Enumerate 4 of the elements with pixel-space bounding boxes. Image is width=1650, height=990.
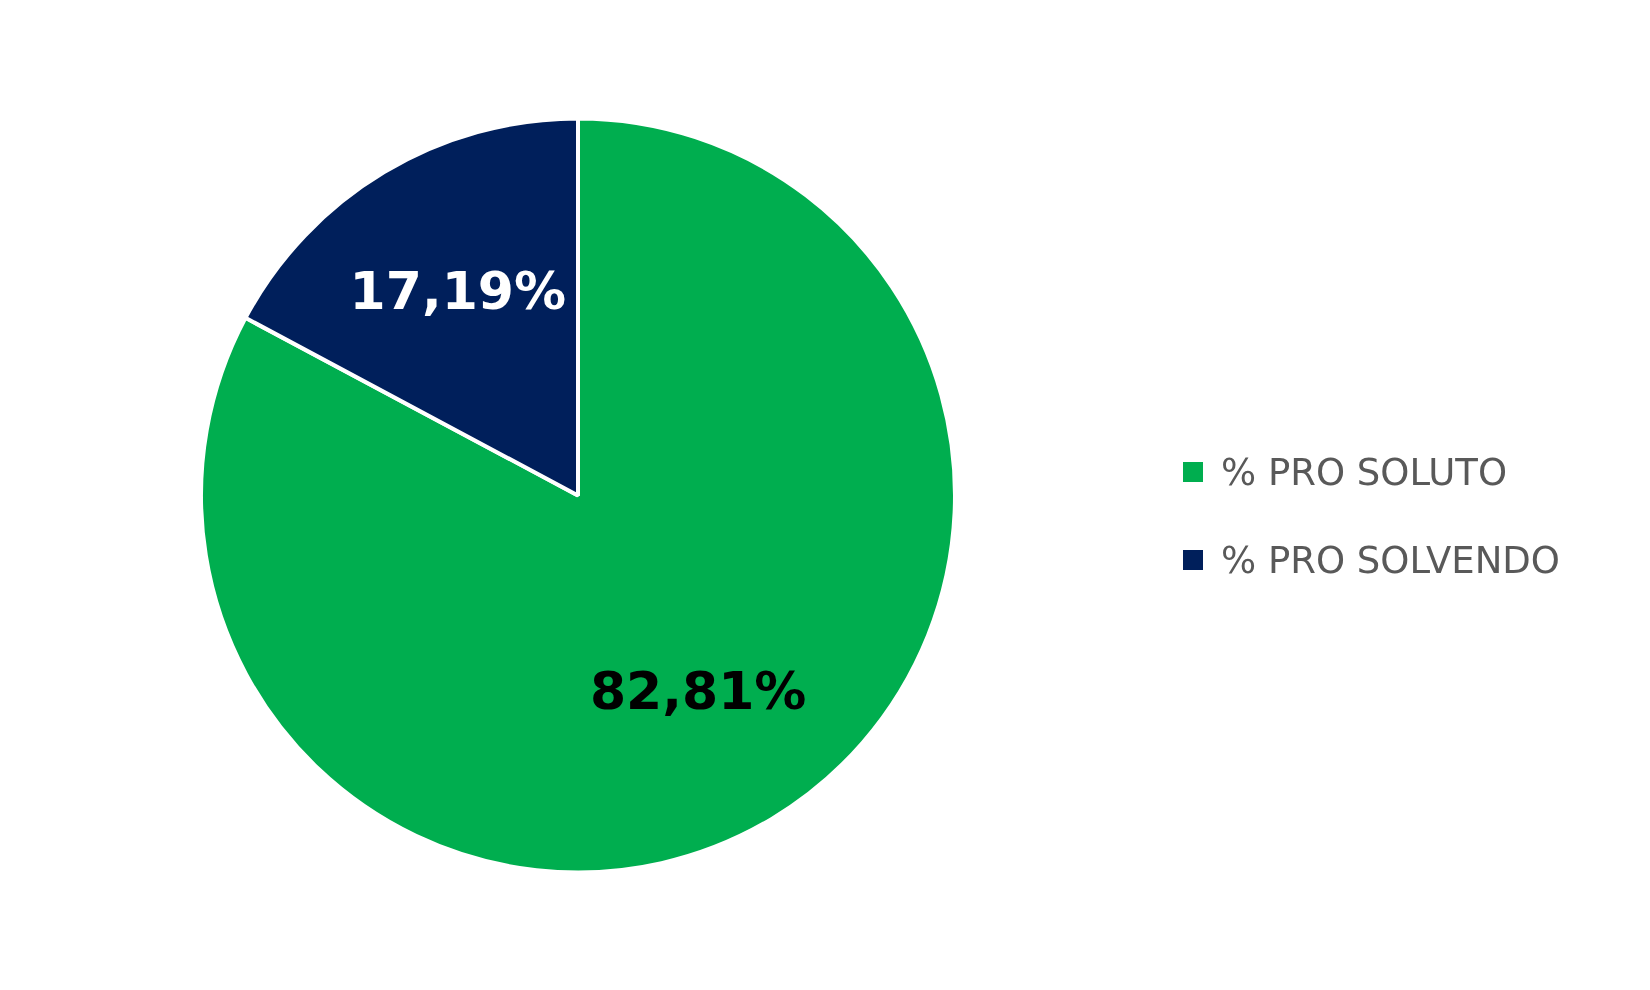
data-label: 82,81% — [589, 661, 807, 722]
legend-label: % PRO SOLUTO — [1221, 450, 1508, 494]
legend-label: % PRO SOLVENDO — [1221, 538, 1560, 582]
data-label: 17,19% — [349, 260, 567, 321]
